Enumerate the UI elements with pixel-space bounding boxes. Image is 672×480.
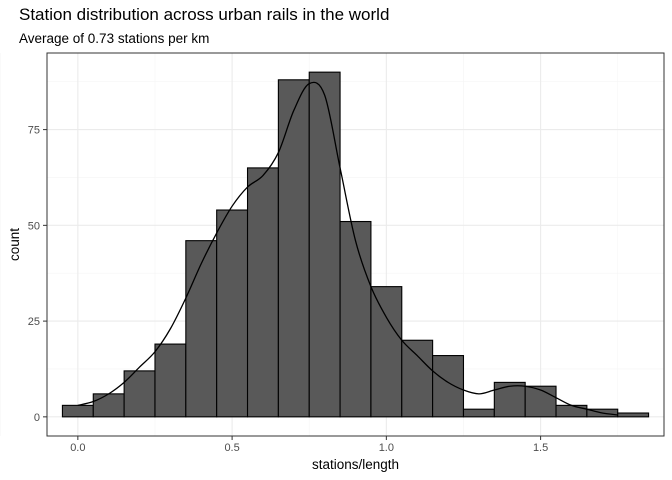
histogram-bar bbox=[370, 286, 403, 418]
histogram-bar bbox=[555, 404, 588, 418]
histogram-bar bbox=[61, 404, 94, 418]
x-tick-label: 0.5 bbox=[224, 442, 239, 454]
x-tick-label: 1.5 bbox=[533, 442, 548, 454]
histogram-bar bbox=[277, 79, 310, 418]
histogram-bar bbox=[246, 167, 279, 418]
y-tick-label: 50 bbox=[28, 220, 40, 232]
histogram-bar bbox=[154, 343, 187, 418]
histogram-bar bbox=[432, 355, 465, 418]
x-axis-label: stations/length bbox=[312, 457, 399, 472]
x-tick-label: 0.0 bbox=[70, 442, 85, 454]
x-tick-label: 1.0 bbox=[379, 442, 394, 454]
histogram-bar bbox=[339, 220, 372, 418]
histogram-bar bbox=[617, 412, 650, 418]
chart-subtitle: Average of 0.73 stations per km bbox=[19, 31, 210, 46]
y-tick-label: 25 bbox=[28, 316, 40, 328]
chart-title: Station distribution across urban rails … bbox=[19, 5, 390, 24]
y-axis-ticks: 0 25 50 75 bbox=[28, 125, 47, 424]
histogram-bar bbox=[493, 381, 526, 418]
histogram-bar bbox=[92, 393, 125, 418]
histogram-bar bbox=[524, 385, 557, 418]
histogram-bar bbox=[123, 370, 156, 418]
y-axis-label: count bbox=[7, 228, 22, 261]
y-tick-label: 75 bbox=[28, 125, 40, 137]
histogram-bar bbox=[308, 71, 341, 418]
histogram-bar bbox=[401, 339, 434, 418]
histogram-bar bbox=[462, 408, 495, 418]
y-tick-label: 0 bbox=[34, 412, 40, 424]
panel-border bbox=[46, 52, 665, 437]
x-axis-ticks: 0.0 0.5 1.0 1.5 bbox=[70, 436, 548, 454]
histogram-bar bbox=[185, 240, 218, 418]
histogram-bar bbox=[216, 209, 249, 418]
density-curve bbox=[77, 81, 618, 416]
histogram-bars bbox=[61, 71, 650, 418]
